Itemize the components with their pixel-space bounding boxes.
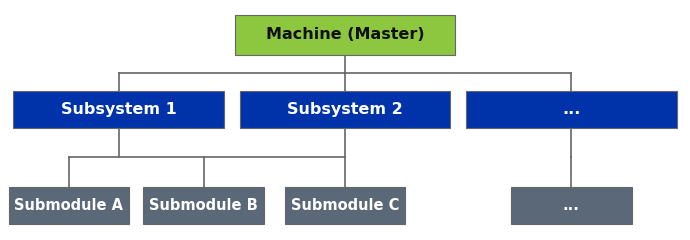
FancyBboxPatch shape xyxy=(9,187,130,224)
Text: Machine (Master): Machine (Master) xyxy=(266,27,424,42)
FancyBboxPatch shape xyxy=(144,187,264,224)
Text: Submodule B: Submodule B xyxy=(149,198,258,213)
FancyBboxPatch shape xyxy=(235,15,455,55)
Text: ...: ... xyxy=(563,198,580,213)
Text: Submodule C: Submodule C xyxy=(290,198,400,213)
Text: Submodule A: Submodule A xyxy=(14,198,124,213)
Text: Subsystem 1: Subsystem 1 xyxy=(61,102,177,117)
Text: Subsystem 2: Subsystem 2 xyxy=(287,102,403,117)
FancyBboxPatch shape xyxy=(466,90,676,128)
Text: ...: ... xyxy=(562,102,580,117)
FancyBboxPatch shape xyxy=(284,187,405,224)
FancyBboxPatch shape xyxy=(13,90,224,128)
FancyBboxPatch shape xyxy=(511,187,631,224)
FancyBboxPatch shape xyxy=(240,90,451,128)
